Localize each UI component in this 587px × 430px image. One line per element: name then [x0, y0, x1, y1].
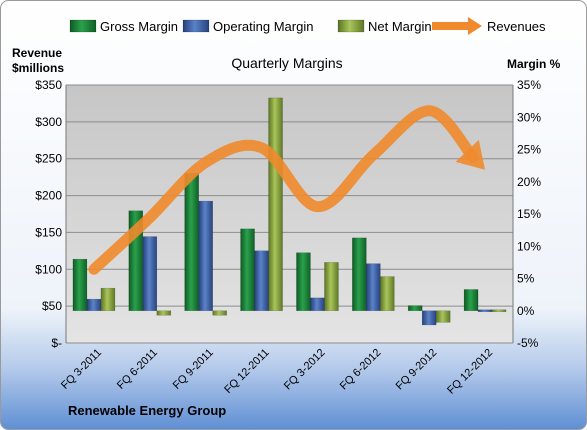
net-margin-bar — [156, 310, 172, 316]
gross-margin-bar — [463, 289, 479, 311]
left-axis-ticks: $- $50 $100 $150 $200 $250 $300 $350 — [35, 78, 62, 350]
legend-revenues-arrow — [468, 17, 482, 35]
net-margin-bar — [435, 310, 451, 323]
right-axis-label: Margin % — [507, 57, 561, 71]
chart-title: Quarterly Margins — [231, 55, 342, 71]
operating-margin-bar — [421, 310, 437, 326]
left-tick-label: $200 — [35, 189, 62, 203]
legend-label: Net Margin — [368, 19, 432, 34]
legend-gross-margin-swatch — [69, 19, 97, 33]
net-margin-bar — [491, 309, 507, 312]
right-tick-label: 35% — [517, 78, 541, 92]
right-tick-label: 20% — [517, 175, 541, 189]
gross-margin-bar — [352, 237, 367, 312]
gross-margin-bar — [240, 228, 255, 312]
left-tick-label: $250 — [35, 152, 62, 166]
revenues-line — [88, 105, 479, 275]
right-tick-label: 30% — [517, 110, 541, 124]
right-tick-label: 5% — [517, 272, 535, 286]
operating-margin-bar — [86, 298, 102, 312]
operating-margin-bar — [366, 263, 381, 312]
left-tick-label: $- — [51, 336, 62, 350]
left-axis-label-line1: Revenue — [12, 46, 62, 60]
gross-margin-bar — [184, 173, 199, 311]
net-margin-bar — [212, 310, 227, 316]
legend: Gross Margin Operating Margin Net Margin Re… — [69, 17, 546, 35]
left-tick-label: $50 — [42, 299, 62, 313]
net-margin-bar — [324, 262, 339, 311]
right-tick-label: 15% — [517, 207, 541, 221]
legend-net-margin-swatch — [337, 19, 365, 33]
left-tick-label: $150 — [35, 225, 62, 239]
left-tick-label: $350 — [35, 78, 62, 92]
legend-label: Revenues — [487, 19, 546, 34]
operating-margin-bar — [198, 200, 213, 312]
net-margin-bar — [268, 97, 283, 312]
gross-margin-bar — [407, 305, 423, 311]
legend-label: Operating Margin — [213, 19, 313, 34]
legend-label: Gross Margin — [100, 19, 178, 34]
left-axis-label-line2: $millions — [12, 61, 64, 75]
revenues-arrowhead — [455, 139, 486, 170]
right-tick-label: 10% — [517, 239, 541, 253]
gridlines — [65, 84, 514, 344]
operating-margin-bar — [310, 297, 325, 312]
net-margin-bar — [380, 276, 395, 312]
right-tick-label: 0% — [517, 304, 535, 318]
footer-label: Renewable Energy Group — [68, 403, 226, 418]
left-tick-label: $300 — [35, 115, 62, 129]
left-tick-label: $100 — [35, 262, 62, 276]
right-axis-ticks: -5% 0% 5% 10% 15% 20% 25% 30% 35% — [517, 78, 541, 350]
net-margin-bar — [100, 287, 116, 311]
legend-operating-margin-swatch — [182, 19, 210, 33]
operating-margin-bar — [477, 309, 493, 312]
operating-margin-bar — [142, 236, 158, 311]
operating-margin-bar — [254, 250, 269, 311]
right-tick-label: -5% — [517, 336, 539, 350]
gross-margin-bar — [296, 252, 311, 311]
gross-margin-bar — [72, 258, 88, 311]
right-tick-label: 25% — [517, 143, 541, 157]
revenue-line — [88, 105, 486, 275]
bars — [72, 97, 507, 326]
